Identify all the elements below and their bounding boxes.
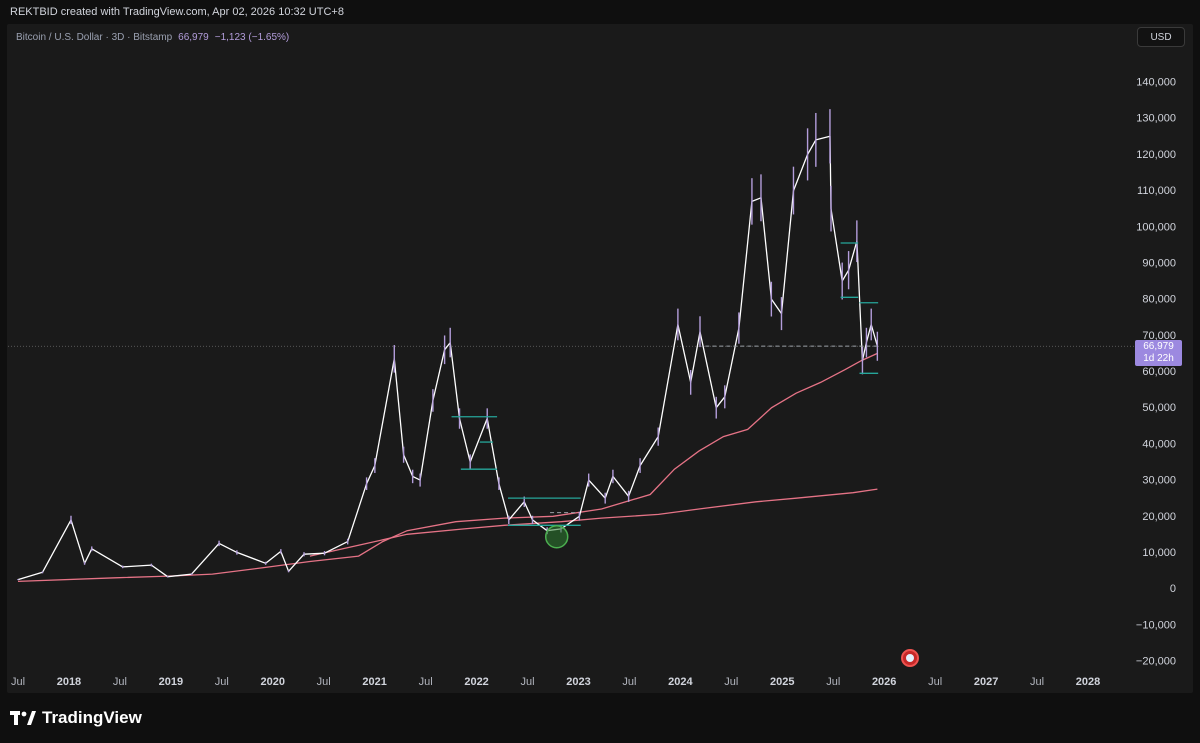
currency-button[interactable]: USD xyxy=(1137,27,1185,47)
y-tick-label: 130,000 xyxy=(1136,113,1176,125)
x-tick-label: 2022 xyxy=(464,676,488,688)
x-tick-label: Jul xyxy=(724,676,738,688)
symbol-legend[interactable]: Bitcoin / U.S. Dollar · 3D · Bitstamp 66,… xyxy=(16,32,289,43)
annotation-layer xyxy=(451,242,879,549)
chart-panel[interactable] xyxy=(7,24,1193,693)
x-tick-label: Jul xyxy=(113,676,127,688)
moving-average-line xyxy=(309,488,878,557)
price-line xyxy=(17,135,879,581)
x-tick-label: Jul xyxy=(622,676,636,688)
y-tick-label: 70,000 xyxy=(1142,330,1176,342)
x-tick-label: 2024 xyxy=(668,676,693,688)
y-tick-label: 120,000 xyxy=(1136,149,1176,161)
x-tick-label: Jul xyxy=(317,676,331,688)
x-tick-label: Jul xyxy=(826,676,840,688)
x-tick-label: 2027 xyxy=(974,676,998,688)
y-tick-label: 30,000 xyxy=(1142,475,1176,487)
y-tick-label: 50,000 xyxy=(1142,402,1176,414)
price-tag-countdown: 1d 22h xyxy=(1143,353,1174,364)
brand-name: TradingView xyxy=(42,708,142,727)
attribution-text: REKTBID created with TradingView.com, Ap… xyxy=(10,6,344,18)
x-tick-label: 2028 xyxy=(1076,676,1100,688)
y-tick-label: 80,000 xyxy=(1142,294,1176,306)
y-tick-label: 90,000 xyxy=(1142,257,1176,269)
moving-average-line xyxy=(17,352,878,583)
last-price-tag: 66,979 1d 22h xyxy=(1135,340,1182,366)
y-tick-label: −10,000 xyxy=(1136,619,1176,631)
us-flag-event-icon[interactable] xyxy=(901,649,919,667)
x-tick-label: 2026 xyxy=(872,676,896,688)
x-tick-label: 2020 xyxy=(261,676,285,688)
y-tick-label: 100,000 xyxy=(1136,221,1176,233)
x-axis: Jul 2018 Jul 2019 Jul 2020 Jul 2021 Jul 2022 Jul 20… xyxy=(11,676,1100,688)
x-tick-label: Jul xyxy=(928,676,942,688)
highlight-circle xyxy=(544,524,569,549)
y-tick-label: 110,000 xyxy=(1137,185,1176,197)
x-tick-label: 2023 xyxy=(566,676,590,688)
price-change: −1,123 (−1.65%) xyxy=(214,32,290,43)
x-tick-label: Jul xyxy=(215,676,229,688)
y-tick-label: 140,000 xyxy=(1136,77,1176,89)
y-tick-label: 40,000 xyxy=(1142,438,1176,450)
x-tick-label: Jul xyxy=(419,676,433,688)
symbol-name[interactable]: Bitcoin / U.S. Dollar · 3D · Bitstamp xyxy=(16,32,173,43)
x-tick-label: Jul xyxy=(11,676,25,688)
event-icon-dot xyxy=(906,654,914,662)
tradingview-logo-icon xyxy=(10,709,36,727)
y-tick-label: 60,000 xyxy=(1142,366,1176,378)
price-tag-value: 66,979 xyxy=(1143,341,1174,352)
header-bar: REKTBID created with TradingView.com, Ap… xyxy=(0,0,1200,24)
x-tick-label: Jul xyxy=(520,676,534,688)
y-tick-label: 0 xyxy=(1170,583,1176,595)
price-layer xyxy=(17,109,879,581)
x-tick-label: 2019 xyxy=(159,676,183,688)
x-tick-label: 2025 xyxy=(770,676,794,688)
x-tick-label: 2021 xyxy=(362,676,386,688)
y-tick-label: 10,000 xyxy=(1142,547,1176,559)
tradingview-logo: TradingView xyxy=(10,707,142,729)
y-tick-label: −20,000 xyxy=(1136,656,1176,668)
y-axis: 140,000 130,000 120,000 110,000 100,000 90,00… xyxy=(1136,77,1176,668)
last-price: 66,979 xyxy=(178,32,209,43)
x-tick-label: 2018 xyxy=(57,676,81,688)
y-tick-label: 20,000 xyxy=(1142,511,1176,523)
moving-average-layer xyxy=(17,352,878,583)
x-tick-label: Jul xyxy=(1030,676,1044,688)
